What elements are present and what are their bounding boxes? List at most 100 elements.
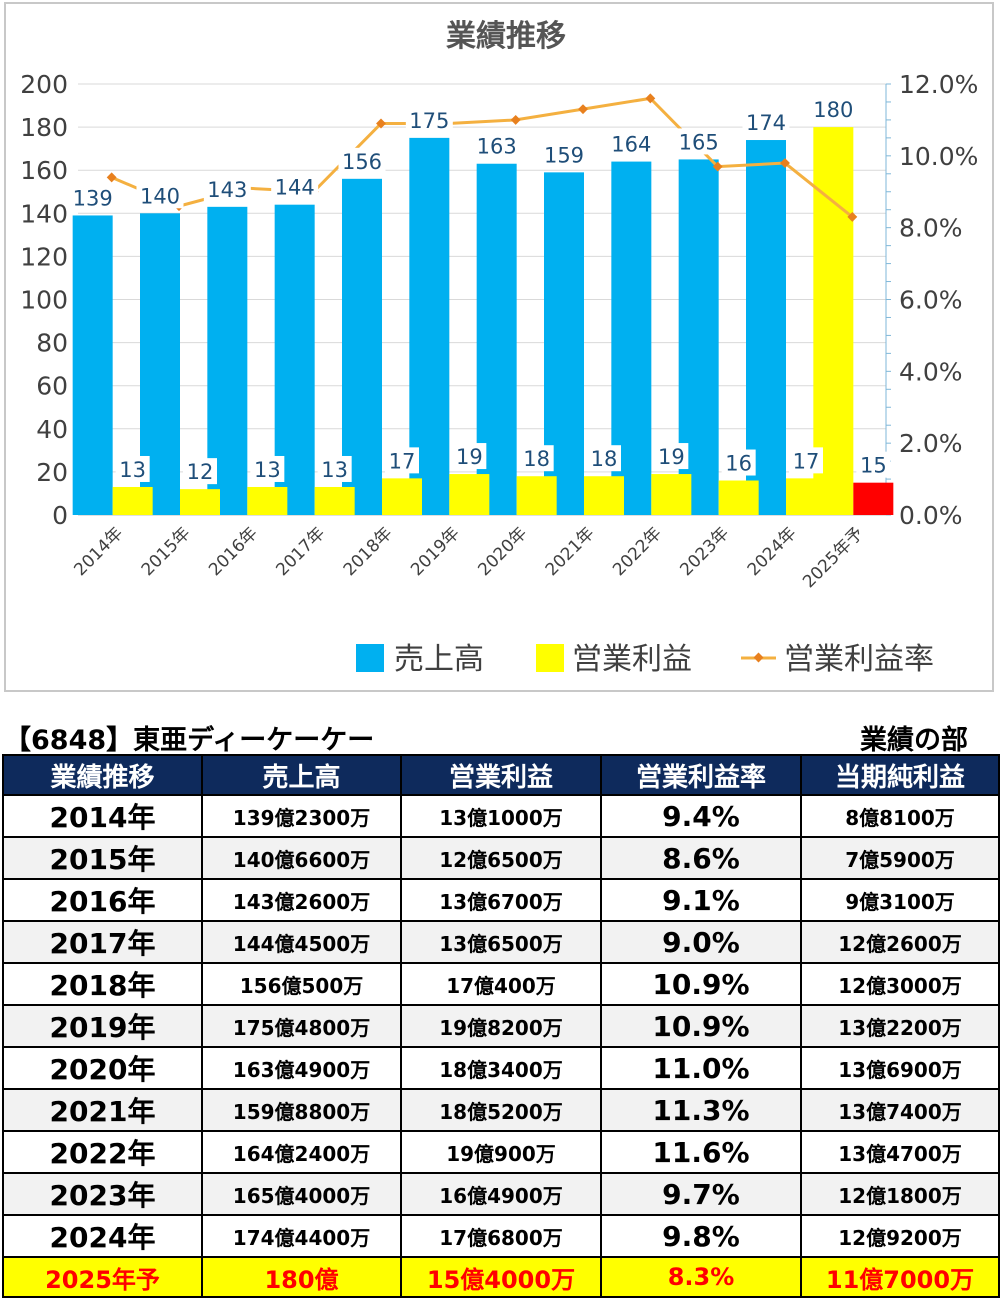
cell-sales: 139億2300万 [201,794,402,838]
header-sales: 売上高 [201,754,402,796]
data-label-operating-profit: 18 [523,447,550,471]
forecast-cell-net-profit: 11億7000万 [800,1256,1000,1298]
table-row: 2023年 165億4000万 16億4900万 9.7% 12億1800万 [2,1172,1000,1216]
data-label-sales-bg [809,96,857,123]
table-row: 2015年 140億6600万 12億6500万 8.6% 7億5900万 [2,836,1000,880]
cell-operating-profit: 13億6700万 [400,878,602,922]
data-label-operating-profit: 19 [658,445,685,469]
caption-bar: 【6848】東亜ディーケーケー 業績の部 [4,718,996,756]
y-right-tick-label: 12.0% [899,70,978,99]
cell-year: 2021年 [2,1088,203,1132]
x-tick-label: 2015年 [138,523,195,580]
data-label-operating-profit-bg [385,447,419,474]
data-label-sales-bg [338,147,386,174]
cell-year: 2020年 [2,1046,203,1090]
cell-net-profit: 7億5900万 [800,836,1000,880]
data-label-sales: 175 [409,109,449,133]
legend-label-operating-profit: 営業利益 [572,642,692,677]
legend-swatch-sales [356,644,384,672]
data-label-sales: 180 [813,98,853,122]
bar-operating-profit [180,489,220,515]
x-tick-label: 2025年予 [799,523,868,592]
bar-operating-profit [651,474,692,515]
cell-operating-margin: 10.9% [600,962,802,1006]
data-label-sales-bg [136,182,184,209]
cell-sales: 165億4000万 [201,1172,402,1216]
data-label-sales: 165 [679,130,719,154]
cell-operating-profit: 13億6500万 [400,920,602,964]
table-row: 2014年 139億2300万 13億1000万 9.4% 8億8100万 [2,794,1000,838]
cell-operating-margin: 11.3% [600,1088,802,1132]
data-label-sales-bg [540,141,588,168]
cell-year: 2017年 [2,920,203,964]
data-label-operating-profit-bg [183,458,217,485]
x-tick-label: 2022年 [609,523,666,580]
y-left-tick-label: 80 [36,329,68,358]
cell-operating-profit: 19億900万 [400,1130,602,1174]
cell-year: 2023年 [2,1172,203,1216]
cell-net-profit: 12億3000万 [800,962,1000,1006]
table-row: 2022年 164億2400万 19億900万 11.6% 13億4700万 [2,1130,1000,1174]
table-row: 2020年 163億4900万 18億3400万 11.0% 13億6900万 [2,1046,1000,1090]
bar-operating-profit [112,486,153,515]
header-operating-margin: 営業利益率 [600,754,802,796]
y-left-tick-label: 100 [20,286,68,315]
cell-sales: 175億4800万 [201,1004,402,1048]
y-right-tick-label: 0.0% [899,501,963,530]
cell-operating-margin: 11.0% [600,1046,802,1090]
bar-sales [72,215,113,515]
y-right-tick-label: 8.0% [899,214,963,243]
cell-operating-profit: 13億1000万 [400,794,602,838]
forecast-cell-operating-profit: 15億4000万 [400,1256,602,1298]
data-label-sales-bg [742,109,790,136]
forecast-cell-sales: 180億 [201,1256,402,1298]
performance-chart: 業績推移 0 20 40 60 80 100 120 140 160 180 200 0.0% 2.0% 4… [20,19,978,677]
cell-operating-margin: 9.1% [600,878,802,922]
x-tick-label: 2020年 [474,523,531,580]
cell-year: 2016年 [2,878,203,922]
data-label-sales: 164 [611,133,651,157]
cell-operating-margin: 9.4% [600,794,802,838]
bar-operating-profit [382,478,422,515]
cell-sales: 156億500万 [201,962,402,1006]
data-label-operating-profit: 19 [456,445,483,469]
x-tick-label: 2021年 [542,523,599,580]
cell-net-profit: 12億1800万 [800,1172,1000,1216]
bar-operating-profit [247,486,288,515]
x-tick-label: 2014年 [70,523,127,580]
cell-operating-margin: 11.6% [600,1130,802,1174]
cell-operating-margin: 9.0% [600,920,802,964]
bar-operating-profit [584,476,624,515]
y-left-tick-label: 20 [36,458,68,487]
data-label-sales-bg [69,184,117,211]
cell-operating-profit: 17億6800万 [400,1214,602,1258]
data-label-sales: 174 [746,111,786,135]
cell-year: 2024年 [2,1214,203,1258]
data-label-operating-profit-bg [452,443,487,470]
forecast-cell-year: 2025年予 [2,1256,203,1298]
data-label-operating-profit: 17 [389,449,416,473]
data-label-sales-bg [473,132,521,159]
header-operating-profit: 営業利益 [400,754,602,796]
data-label-sales: 143 [207,178,247,202]
table-header-row: 業績推移 売上高 営業利益 営業利益率 当期純利益 [2,754,1000,796]
cell-year: 2022年 [2,1130,203,1174]
data-label-operating-profit: 16 [725,452,752,476]
x-tick-label: 2018年 [340,523,397,580]
forecast-row: 2025年予 180億 15億4000万 8.3% 11億7000万 [2,1256,1000,1298]
cell-operating-margin: 10.9% [600,1004,802,1048]
cell-net-profit: 13億2200万 [800,1004,1000,1048]
marker-operating-margin [578,104,588,115]
legend-label-operating-margin: 営業利益率 [784,642,934,677]
data-label-sales: 144 [275,176,315,200]
y-left-tick-label: 120 [20,242,68,271]
cell-sales: 159億8800万 [201,1088,402,1132]
bar-operating-profit [314,486,355,515]
y-left-tick-label: 40 [36,415,68,444]
data-label-operating-profit-bg [721,449,756,476]
bar-operating-profit [449,474,490,515]
cell-operating-profit: 12億6500万 [400,836,602,880]
data-label-operating-profit: 18 [591,447,618,471]
y-right-tick-label: 10.0% [899,142,978,171]
data-label-sales-bg [607,130,655,157]
